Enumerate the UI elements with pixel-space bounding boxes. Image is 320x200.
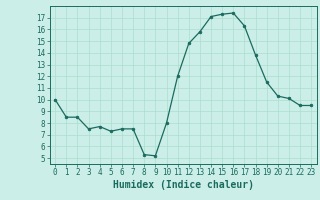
X-axis label: Humidex (Indice chaleur): Humidex (Indice chaleur) — [113, 180, 254, 190]
